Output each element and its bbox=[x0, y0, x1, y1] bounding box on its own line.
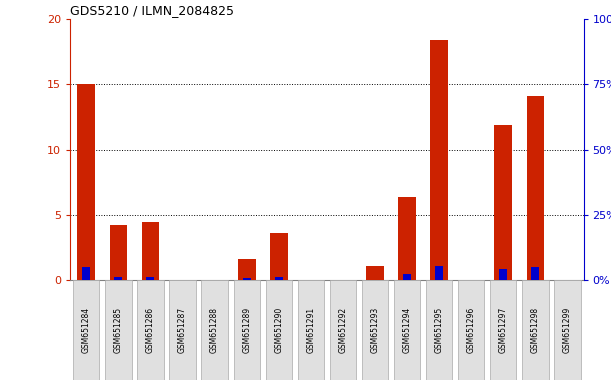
Text: GSM651293: GSM651293 bbox=[370, 307, 379, 353]
Bar bbox=[435, 266, 443, 280]
Bar bbox=[275, 277, 283, 280]
Text: GSM651291: GSM651291 bbox=[306, 307, 315, 353]
Text: GSM651286: GSM651286 bbox=[146, 307, 155, 353]
Bar bbox=[243, 278, 251, 280]
Bar bbox=[527, 96, 544, 280]
Text: GSM651295: GSM651295 bbox=[434, 307, 444, 353]
Bar bbox=[114, 277, 122, 280]
Text: GSM651294: GSM651294 bbox=[403, 307, 412, 353]
Bar bbox=[78, 84, 95, 280]
FancyBboxPatch shape bbox=[266, 280, 292, 380]
Bar bbox=[270, 233, 288, 280]
FancyBboxPatch shape bbox=[169, 280, 196, 380]
Bar bbox=[109, 225, 127, 280]
Bar bbox=[430, 40, 448, 280]
FancyBboxPatch shape bbox=[362, 280, 388, 380]
FancyBboxPatch shape bbox=[522, 280, 549, 380]
Text: GSM651284: GSM651284 bbox=[82, 307, 91, 353]
Text: GDS5210 / ILMN_2084825: GDS5210 / ILMN_2084825 bbox=[70, 3, 234, 17]
Text: GSM651298: GSM651298 bbox=[531, 307, 540, 353]
FancyBboxPatch shape bbox=[426, 280, 452, 380]
FancyBboxPatch shape bbox=[554, 280, 580, 380]
FancyBboxPatch shape bbox=[105, 280, 131, 380]
Text: GSM651296: GSM651296 bbox=[467, 307, 476, 353]
FancyBboxPatch shape bbox=[298, 280, 324, 380]
Text: GSM651287: GSM651287 bbox=[178, 307, 187, 353]
Text: GSM651289: GSM651289 bbox=[242, 307, 251, 353]
FancyBboxPatch shape bbox=[73, 280, 100, 380]
Bar bbox=[142, 222, 159, 280]
Bar bbox=[82, 267, 90, 280]
FancyBboxPatch shape bbox=[137, 280, 164, 380]
FancyBboxPatch shape bbox=[233, 280, 260, 380]
Bar bbox=[403, 273, 411, 280]
FancyBboxPatch shape bbox=[458, 280, 485, 380]
Text: GSM651285: GSM651285 bbox=[114, 307, 123, 353]
Text: GSM651297: GSM651297 bbox=[499, 307, 508, 353]
Text: GSM651299: GSM651299 bbox=[563, 307, 572, 353]
FancyBboxPatch shape bbox=[394, 280, 420, 380]
Bar bbox=[238, 260, 255, 280]
Bar bbox=[398, 197, 416, 280]
Bar bbox=[532, 267, 540, 280]
Text: GSM651292: GSM651292 bbox=[338, 307, 348, 353]
FancyBboxPatch shape bbox=[330, 280, 356, 380]
Bar bbox=[366, 266, 384, 280]
Text: GSM651290: GSM651290 bbox=[274, 307, 284, 353]
FancyBboxPatch shape bbox=[202, 280, 228, 380]
Text: GSM651288: GSM651288 bbox=[210, 307, 219, 353]
Bar bbox=[494, 125, 512, 280]
Bar bbox=[499, 268, 507, 280]
FancyBboxPatch shape bbox=[490, 280, 516, 380]
Bar bbox=[147, 277, 155, 280]
